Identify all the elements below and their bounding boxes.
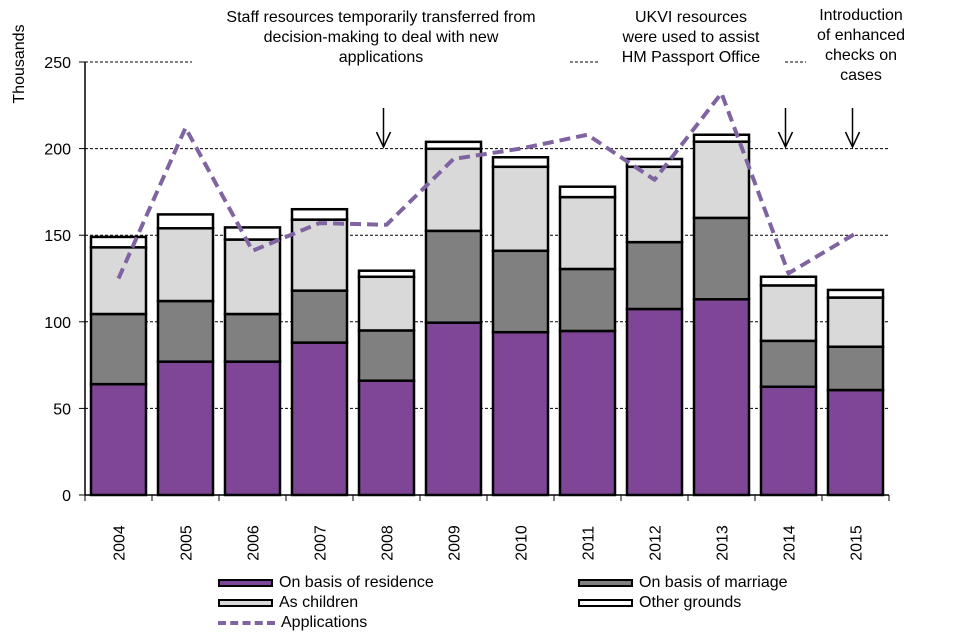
bar-segment-as-children-2010 xyxy=(491,165,550,253)
bar-segment-as-children-2014 xyxy=(759,284,818,343)
bar-segment-as-children-2008 xyxy=(357,275,416,332)
x-tick-label-2009: 2009 xyxy=(447,525,464,561)
bar-segment-on-basis-of-marriage-2008 xyxy=(357,329,416,382)
x-tick-label-2010: 2010 xyxy=(514,525,531,561)
y-tick-label: 200 xyxy=(44,142,71,159)
bars xyxy=(89,133,885,497)
x-tick-label-2004: 2004 xyxy=(112,525,129,561)
bar-segment-other-grounds-2015 xyxy=(826,288,885,299)
annotation-enhanced-checks: Introduction of enhanced checks on cases xyxy=(806,6,916,86)
bar-segment-on-basis-of-residence-2004 xyxy=(89,382,148,497)
x-tick-label-2011: 2011 xyxy=(581,526,598,561)
x-tick-label-2015: 2015 xyxy=(849,525,866,561)
axes: 0 50 100 150 200 250 2004 2005 2006 2007 2008 2009 2… xyxy=(44,55,890,561)
bar-segment-as-children-2015 xyxy=(826,296,885,348)
bar-segment-on-basis-of-residence-2013 xyxy=(692,298,751,497)
x-tick-label-2013: 2013 xyxy=(715,525,732,561)
bar-segment-on-basis-of-marriage-2015 xyxy=(826,345,885,392)
y-tick-label: 100 xyxy=(44,315,71,332)
bar-segment-as-children-2011 xyxy=(558,195,617,271)
applications-series-line xyxy=(116,91,857,280)
bar-segment-on-basis-of-residence-2014 xyxy=(759,385,818,497)
bar-segment-as-children-2004 xyxy=(89,246,148,316)
bar-segment-on-basis-of-marriage-2013 xyxy=(692,216,751,301)
bar-segment-on-basis-of-residence-2012 xyxy=(625,307,684,497)
bar-segment-on-basis-of-marriage-2009 xyxy=(424,229,483,324)
bar-segment-on-basis-of-marriage-2005 xyxy=(156,299,215,363)
bar-segment-other-grounds-2005 xyxy=(156,213,215,230)
bar-segment-on-basis-of-marriage-2006 xyxy=(223,312,282,363)
y-axis-title: Thousands xyxy=(11,24,28,104)
y-tick-label: 0 xyxy=(62,488,71,505)
x-tick-label-2014: 2014 xyxy=(782,525,799,561)
x-tick-label-2008: 2008 xyxy=(380,525,397,561)
bar-segment-on-basis-of-residence-2009 xyxy=(424,321,483,497)
bar-segment-on-basis-of-residence-2011 xyxy=(558,329,617,497)
bar-segment-other-grounds-2010 xyxy=(491,156,550,169)
y-tick-label: 150 xyxy=(44,228,71,245)
bar-segment-on-basis-of-marriage-2010 xyxy=(491,249,550,334)
y-tick-label: 250 xyxy=(44,55,71,72)
x-tick-label-2012: 2012 xyxy=(648,525,665,561)
bar-segment-other-grounds-2006 xyxy=(223,226,282,241)
bar-segment-as-children-2013 xyxy=(692,140,751,220)
bar-segment-on-basis-of-marriage-2014 xyxy=(759,339,818,388)
bar-segment-on-basis-of-residence-2010 xyxy=(491,330,550,497)
annotation-staff-transfer: Staff resources temporarily transferred … xyxy=(192,8,570,68)
bar-segment-as-children-2009 xyxy=(424,147,483,233)
bar-segment-on-basis-of-marriage-2011 xyxy=(558,267,617,333)
bar-segment-on-basis-of-marriage-2007 xyxy=(290,289,349,344)
bar-segment-other-grounds-2007 xyxy=(290,207,349,221)
bar-segment-as-children-2012 xyxy=(625,165,684,244)
bar-segment-on-basis-of-marriage-2004 xyxy=(89,312,148,386)
annotation-arrow-2015 xyxy=(844,108,861,149)
bar-segment-other-grounds-2014 xyxy=(759,275,818,287)
bar-segment-on-basis-of-residence-2007 xyxy=(290,341,349,497)
y-tick-label: 50 xyxy=(53,401,71,418)
bar-segment-other-grounds-2004 xyxy=(89,235,148,249)
bar-segment-on-basis-of-residence-2008 xyxy=(357,379,416,497)
bar-segment-on-basis-of-marriage-2012 xyxy=(625,240,684,311)
bar-segment-other-grounds-2008 xyxy=(357,269,416,279)
bar-segment-as-children-2007 xyxy=(290,218,349,292)
bar-segment-other-grounds-2009 xyxy=(424,140,483,151)
bar-segment-other-grounds-2013 xyxy=(692,133,751,143)
x-tick-label-2007: 2007 xyxy=(313,525,330,561)
bar-segment-as-children-2005 xyxy=(156,227,215,303)
annotation-arrow-2014 xyxy=(777,108,794,149)
x-tick-label-2005: 2005 xyxy=(179,525,196,561)
applications-line xyxy=(116,91,857,280)
bar-segment-as-children-2006 xyxy=(223,238,282,316)
annotation-arrows xyxy=(375,108,861,149)
bar-segment-on-basis-of-residence-2015 xyxy=(826,388,885,497)
bar-segment-on-basis-of-residence-2006 xyxy=(223,360,282,497)
annotation-ukvi-resources: UKVI resources were used to assist HM Pa… xyxy=(598,8,784,68)
x-tick-label-2006: 2006 xyxy=(246,525,263,561)
bar-segment-on-basis-of-residence-2005 xyxy=(156,360,215,497)
bar-segment-other-grounds-2011 xyxy=(558,185,617,199)
annotation-arrow-2008 xyxy=(375,108,392,149)
